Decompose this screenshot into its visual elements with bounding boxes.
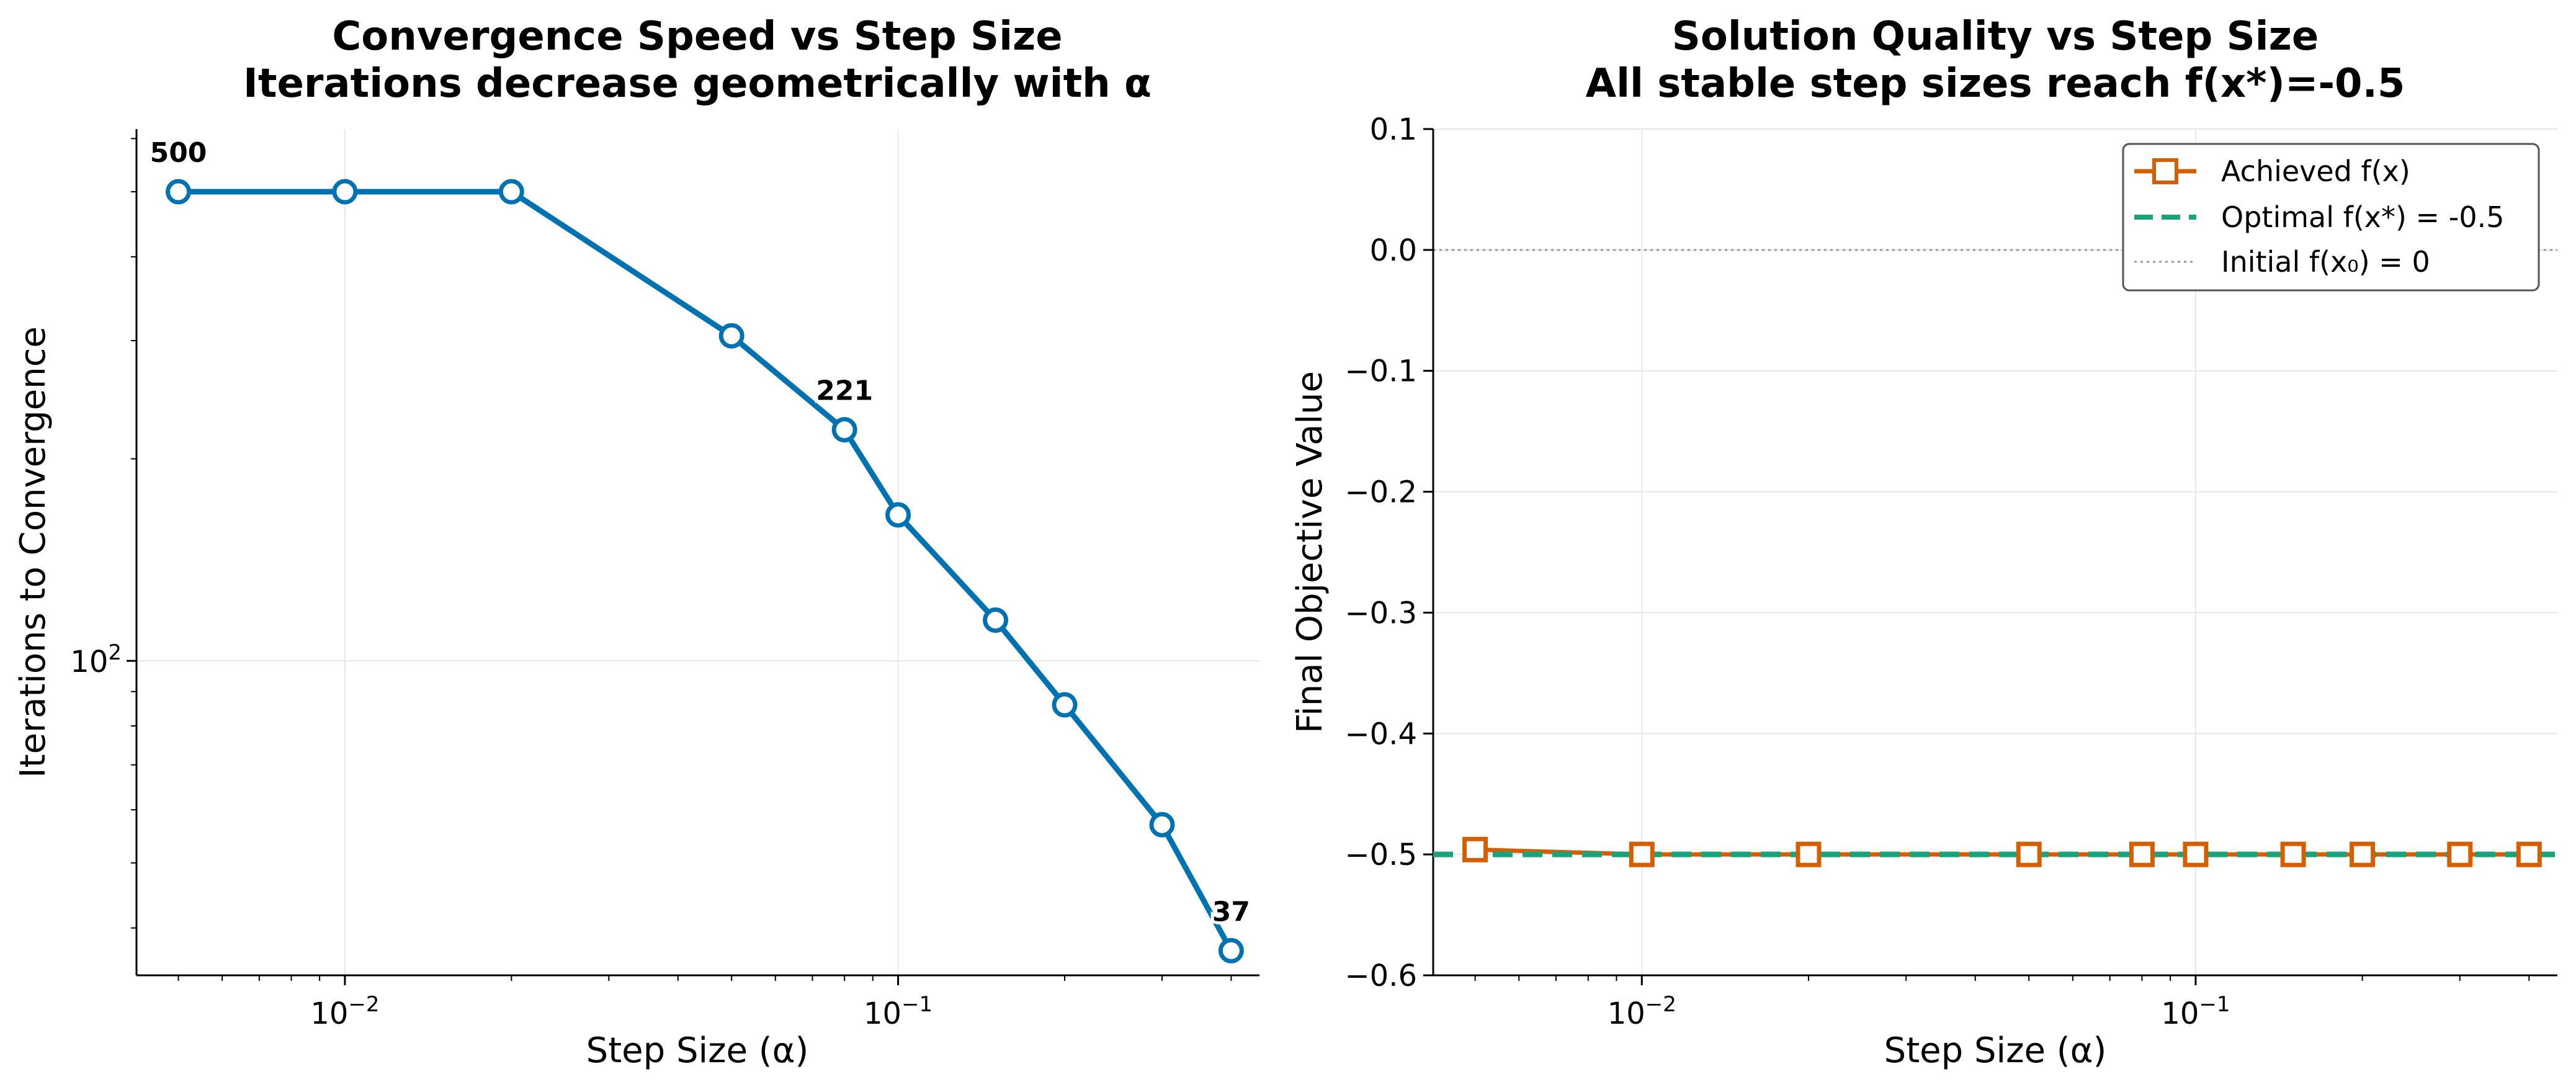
chart2-series-line [1475, 847, 2529, 857]
chart2-y-tick-label: −0.3 [1344, 596, 1417, 630]
legend-item-achieved: Achieved f(x) [2134, 154, 2410, 188]
convergence-chart: Convergence Speed vs Step Size Iteration… [13, 14, 1259, 1071]
chart1-x-tick-label: 10−2 [310, 992, 379, 1031]
chart1-data-point [885, 502, 911, 528]
chart1-title-line1: Convergence Speed vs Step Size [332, 14, 1062, 60]
legend-label-optimal: Optimal f(x*) = -0.5 [2221, 200, 2504, 234]
chart2-data-point [2016, 841, 2042, 867]
legend-item-optimal: Optimal f(x*) = -0.5 [2134, 200, 2504, 234]
chart1-x-tick-label: 10−1 [864, 992, 932, 1031]
chart2-title-line2: All stable step sizes reach f(x*)=-0.5 [1586, 61, 2405, 107]
chart2-y-tick-label: −0.1 [1344, 354, 1417, 389]
chart2-data-point [2447, 841, 2473, 867]
chart2-title-line1: Solution Quality vs Step Size [1672, 14, 2319, 60]
chart1-y-axis-label: Iterations to Convergence [13, 326, 53, 778]
legend-item-initial: Initial f(x₀) = 0 [2134, 245, 2430, 279]
chart2-ticks: 10−2 10−1 0.1 0.0 −0.1 −0.2 −0.3 −0.4 −0.5 −0.6 [1344, 112, 2530, 1031]
chart1-data-point [983, 607, 1009, 633]
chart1-annotation: 37 [1212, 896, 1250, 928]
chart1-data-point [1218, 937, 1244, 964]
chart2-legend: Achieved f(x) Optimal f(x*) = -0.5 Initi… [2122, 143, 2540, 292]
chart1-annotation: 500 [150, 137, 207, 169]
chart1-data-point [1149, 812, 1175, 838]
legend-square-marker [2152, 158, 2178, 184]
chart1-data-point [718, 323, 745, 349]
chart2-data-point [2183, 841, 2209, 867]
chart1-ticks: 10−2 10−1 102 [70, 138, 1232, 1031]
chart1-annotations: 500 221 37 [147, 134, 1253, 931]
chart2-data-point [2516, 841, 2542, 867]
chart1-data-point [166, 179, 192, 205]
chart2-y-tick-label: 0.1 [1370, 112, 1417, 147]
chart2-data-point [1462, 836, 1488, 862]
chart1-data-point [332, 179, 358, 205]
chart1-data-point [1052, 692, 1078, 718]
legend-label-achieved: Achieved f(x) [2221, 154, 2410, 188]
chart1-series [166, 179, 1244, 964]
chart1-data-point [498, 179, 524, 205]
chart2-data-point [2280, 841, 2306, 867]
chart2-y-axis-label: Final Objective Value [1290, 371, 1330, 733]
chart2-data-point [1796, 841, 1822, 867]
chart2-x-tick-label: 10−2 [1608, 992, 1676, 1031]
chart2-data-point [2350, 841, 2376, 867]
chart2-series [1433, 836, 2557, 867]
chart1-data-point [831, 417, 857, 443]
chart2-y-tick-label: −0.5 [1344, 838, 1417, 872]
chart2-y-tick-label: 0.0 [1370, 233, 1417, 268]
chart1-grid [136, 129, 1259, 975]
chart2-y-tick-label: −0.2 [1344, 475, 1417, 510]
chart1-title-line2: Iterations decrease geometrically with α [243, 61, 1152, 107]
chart1-y-tick-label: 102 [70, 640, 122, 679]
chart2-data-point [2129, 841, 2155, 867]
legend-box [2122, 143, 2540, 292]
quality-chart: Solution Quality vs Step Size All stable… [1290, 14, 2557, 1071]
chart2-y-tick-label: −0.6 [1344, 959, 1417, 993]
chart1-x-axis-label: Step Size (α) [586, 1031, 809, 1071]
chart2-axes [1432, 129, 2557, 977]
chart2-data-point [1629, 841, 1655, 867]
chart2-x-tick-label: 10−1 [2161, 992, 2230, 1031]
chart1-series-line [178, 189, 1234, 952]
chart2-x-axis-label: Step Size (α) [1884, 1031, 2107, 1071]
chart2-y-tick-label: −0.4 [1344, 717, 1417, 751]
chart1-axes [135, 129, 1259, 977]
chart1-annotation: 221 [816, 375, 873, 407]
legend-label-initial: Initial f(x₀) = 0 [2221, 245, 2430, 279]
